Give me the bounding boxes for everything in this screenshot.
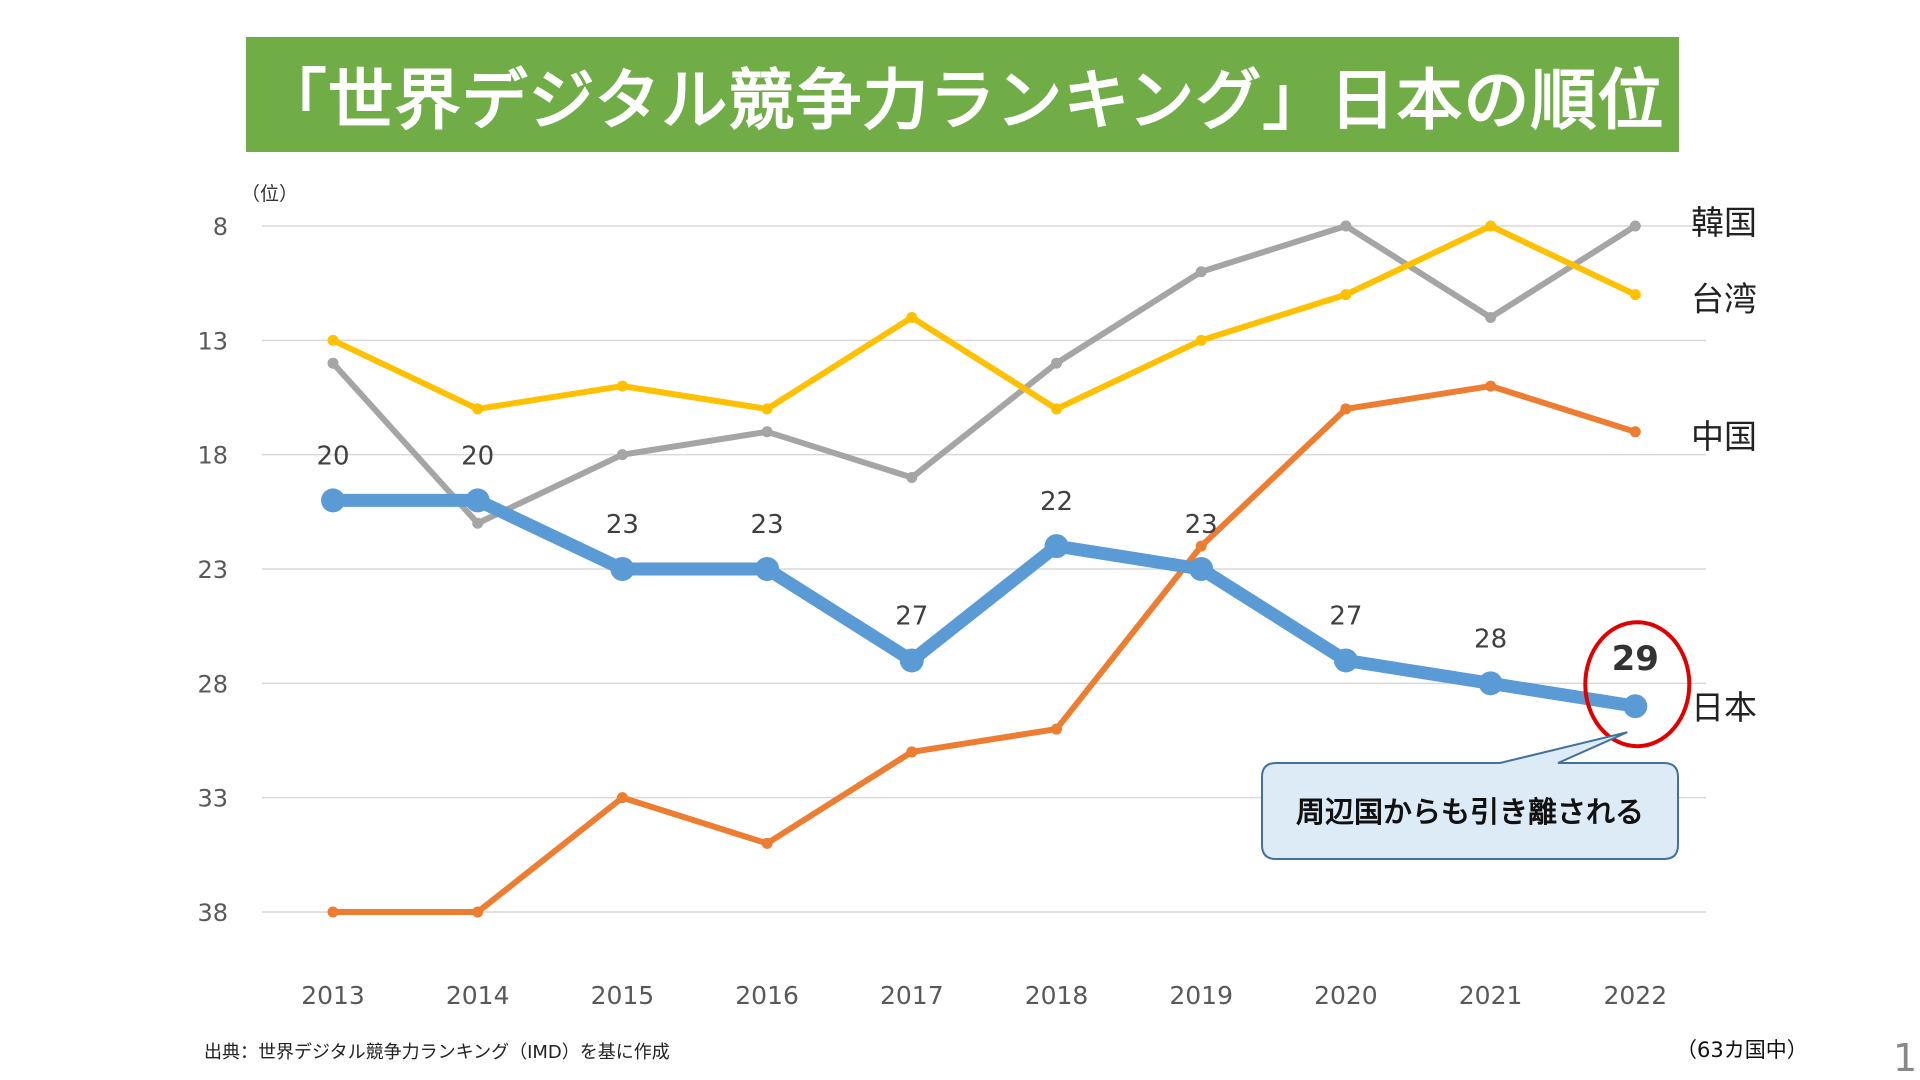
series-label-china: 中国 <box>1691 417 1757 456</box>
data-point-japan <box>1623 694 1648 719</box>
source-citation: 出典：世界デジタル競争力ランキング（IMD）を基に作成 <box>204 1042 670 1063</box>
x-tick-label: 2020 <box>1314 981 1378 1010</box>
x-tick-label: 2015 <box>591 981 655 1010</box>
series-label-taiwan: 台湾 <box>1691 280 1757 319</box>
data-label: 27 <box>895 601 928 631</box>
data-point-taiwan <box>1051 403 1062 415</box>
y-tick-label: 33 <box>197 785 228 813</box>
data-point-japan <box>1044 534 1069 559</box>
data-point-japan <box>1333 648 1358 673</box>
series-label-japan: 日本 <box>1691 688 1757 727</box>
data-point-china <box>1485 380 1497 392</box>
data-label: 29 <box>1612 639 1659 679</box>
x-tick-label: 2018 <box>1025 981 1089 1010</box>
data-point-china <box>1340 403 1352 415</box>
series-lines <box>321 220 1648 918</box>
data-point-japan <box>1189 557 1214 581</box>
data-point-china <box>761 837 773 849</box>
y-axis-ticks: 8 13 18 23 28 33 38 <box>197 213 228 927</box>
data-point-korea <box>761 426 773 438</box>
data-point-china <box>616 792 628 804</box>
y-tick-label: 13 <box>197 327 228 355</box>
data-point-japan <box>1478 671 1503 696</box>
data-label: 23 <box>1185 510 1218 540</box>
data-label: 20 <box>461 441 494 471</box>
annotations: 周辺国からも引き離される <box>1261 620 1692 860</box>
y-tick-label: 8 <box>213 213 228 241</box>
callout-bubble <box>1261 731 1679 860</box>
slide-title: 「世界デジタル競争力ランキング」日本の順位 <box>260 61 1665 139</box>
series-line-taiwan <box>330 223 1639 412</box>
data-point-japan <box>321 488 345 513</box>
data-label: 22 <box>1040 487 1073 517</box>
series-label-korea: 韓国 <box>1691 203 1757 242</box>
data-point-korea <box>1051 357 1062 369</box>
data-label: 20 <box>316 441 349 471</box>
data-point-taiwan <box>761 403 773 415</box>
y-tick-label: 28 <box>197 670 228 698</box>
data-point-japan <box>610 557 635 581</box>
data-point-taiwan <box>1340 289 1352 301</box>
data-point-china <box>327 906 339 918</box>
data-point-japan <box>899 648 924 673</box>
data-point-korea <box>906 472 918 484</box>
data-label: 28 <box>1474 624 1507 654</box>
data-point-taiwan <box>1485 220 1497 232</box>
data-point-china <box>1195 540 1207 552</box>
series-line-korea <box>330 223 1639 527</box>
data-point-korea <box>1485 311 1497 323</box>
data-point-china <box>906 746 918 758</box>
x-tick-label: 2016 <box>735 981 799 1010</box>
y-tick-label: 23 <box>197 556 228 584</box>
data-point-japan <box>465 488 490 513</box>
data-point-taiwan <box>1629 289 1641 301</box>
y-axis-label: （位） <box>241 183 298 205</box>
data-point-korea <box>327 357 339 369</box>
data-label: 23 <box>606 510 639 540</box>
x-tick-label: 2017 <box>880 981 944 1010</box>
series-line-china <box>330 383 1639 915</box>
x-tick-label: 2019 <box>1169 981 1233 1010</box>
data-labels: 20 20 23 23 27 22 23 27 28 29 <box>316 441 1659 679</box>
data-point-taiwan <box>327 334 339 346</box>
data-point-korea <box>1195 266 1207 278</box>
highlight-circle <box>1583 620 1692 749</box>
data-point-korea <box>1629 220 1641 232</box>
x-axis-ticks: 2013 2014 2015 2016 2017 2018 2019 2020 2021 2022 <box>301 981 1667 1010</box>
x-tick-label: 2021 <box>1459 981 1523 1010</box>
x-tick-label: 2022 <box>1603 981 1667 1010</box>
page-number: 1 <box>1893 1036 1918 1080</box>
data-point-china <box>472 906 484 918</box>
y-tick-label: 18 <box>197 442 228 470</box>
title-banner: 「世界デジタル競争力ランキング」日本の順位 <box>246 37 1679 152</box>
data-point-korea <box>472 517 484 529</box>
data-point-taiwan <box>616 380 628 392</box>
series-line-japan <box>326 493 1642 713</box>
x-tick-label: 2014 <box>446 981 510 1010</box>
data-point-china <box>1051 723 1062 735</box>
data-point-taiwan <box>906 311 918 323</box>
data-point-korea <box>1340 220 1352 232</box>
callout-text: 周辺国からも引き離される <box>1296 795 1644 829</box>
y-tick-label: 38 <box>197 899 228 927</box>
data-point-taiwan <box>1195 334 1207 346</box>
data-point-korea <box>616 449 628 461</box>
data-label: 23 <box>751 510 784 540</box>
data-point-china <box>1629 426 1641 438</box>
data-point-taiwan <box>472 403 484 415</box>
data-point-japan <box>755 557 780 581</box>
x-tick-label: 2013 <box>301 981 365 1010</box>
data-label: 27 <box>1329 601 1362 631</box>
country-count-note: （63カ国中） <box>1676 1038 1808 1062</box>
